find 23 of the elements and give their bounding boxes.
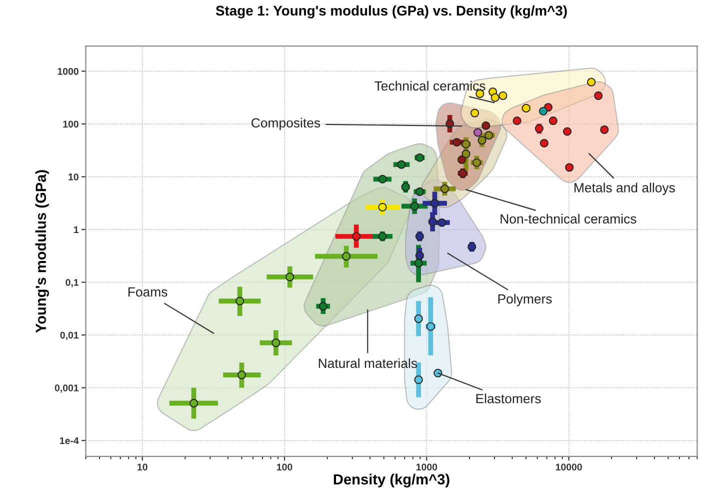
annotation: Natural materials bbox=[318, 358, 418, 368]
annotation: Composites bbox=[252, 118, 320, 130]
annotation: Metals and alloys bbox=[574, 182, 675, 195]
annotation: Polymers bbox=[498, 294, 552, 306]
y-tick-label: 1e-4 bbox=[60, 437, 79, 444]
annotation: Elastomers bbox=[476, 394, 541, 404]
x-tick-label: 10000 bbox=[556, 464, 582, 470]
y-tick-label: 0,1 bbox=[66, 278, 79, 288]
y-tick-label: 0,01 bbox=[60, 332, 79, 340]
y-tick-label: 1000 bbox=[58, 68, 78, 75]
y-tick-label: 100 bbox=[63, 120, 78, 128]
x-axis-title: Density (kg/m^3) bbox=[334, 474, 450, 488]
x-tick-label: 10 bbox=[138, 464, 148, 470]
x-tick-label: 1000 bbox=[416, 464, 438, 470]
y-axis-title: Young's modulus (GPa) bbox=[35, 170, 49, 333]
y-tick-label: 10 bbox=[68, 173, 78, 180]
y-tick-label: 1 bbox=[74, 226, 79, 233]
chart-title: Stage 1: Young's modulus (GPa) vs. Density (kg/m^3) bbox=[216, 5, 567, 18]
y-tick-label: 0,001 bbox=[54, 384, 79, 393]
annotation: Non-technical ceramics bbox=[500, 214, 636, 224]
annotation: Technical ceramics bbox=[374, 80, 486, 91]
annotation: Foams bbox=[128, 287, 168, 297]
x-tick-label: 100 bbox=[277, 464, 292, 470]
